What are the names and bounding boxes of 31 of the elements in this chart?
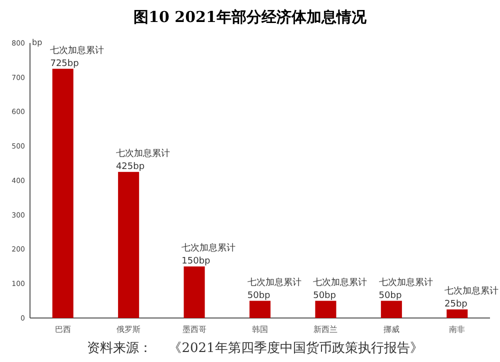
x-tick-label: 新西兰 (314, 325, 338, 334)
bar (52, 68, 74, 318)
text: 资料来源： 《2021年第四季度中国货币政策执行报告》 (87, 340, 423, 356)
data-label: 50bp (313, 290, 336, 301)
x-tick-label: 俄罗斯 (116, 325, 141, 334)
annotation: 七次加息累计 (116, 148, 170, 159)
annotation: 七次加息累计 (247, 276, 302, 288)
annotation: 七次加息累计 (182, 242, 236, 254)
x-tick-label: 挪威 (383, 325, 400, 334)
data-label: 50bp (247, 290, 271, 301)
y-axis-title: bp (32, 38, 42, 47)
data-label: 150bp (182, 256, 211, 266)
bar (446, 309, 468, 318)
annotation: 七次加息累计 (313, 276, 368, 288)
x-tick-label: 南非 (449, 325, 466, 334)
x-tick-label: 巴西 (54, 325, 71, 334)
x-tick-label: 墨西哥 (182, 325, 206, 334)
annotation: 七次加息累计 (50, 44, 104, 56)
annotation: 七次加息累计 (378, 276, 433, 288)
data-label: 425bp (116, 162, 145, 172)
bar (249, 300, 271, 318)
bar (380, 300, 402, 318)
bar (315, 300, 336, 318)
data-label: 725bp (50, 58, 80, 69)
bar (184, 266, 205, 318)
data-label: 25bp (444, 299, 468, 310)
x-tick-label: 韩国 (252, 325, 268, 334)
annotation: 七次加息累计 (444, 285, 499, 296)
data-label: 50bp (378, 290, 402, 301)
chart-title: 图10 2021年部分经济体加息情况 (134, 8, 368, 26)
bar (118, 172, 140, 318)
